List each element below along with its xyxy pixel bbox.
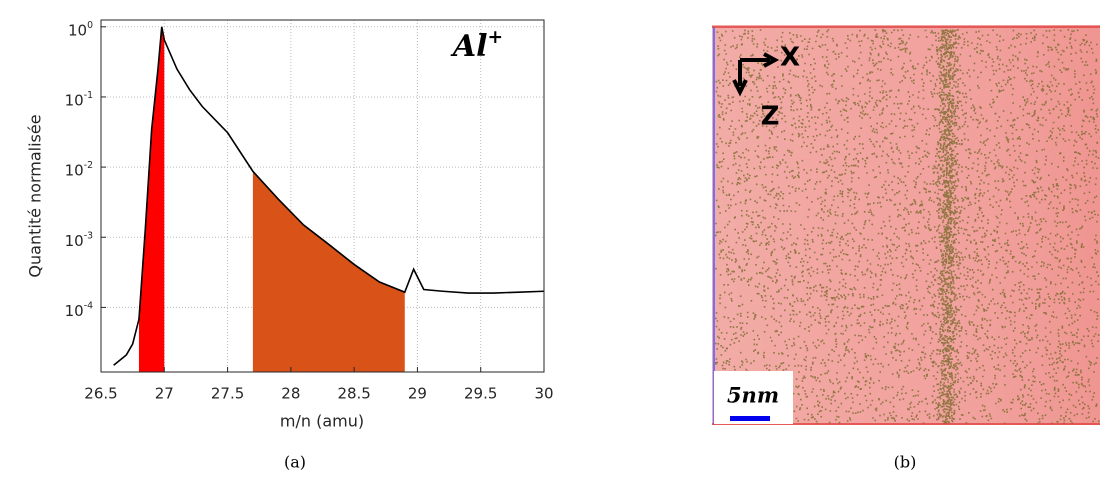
micrograph-texture: [715, 29, 1100, 425]
superscript: +: [488, 27, 504, 48]
x-tick-label: 27: [155, 385, 174, 403]
shaded-region: [138, 26, 165, 372]
x-tick-label: 26.5: [84, 385, 117, 403]
scale-bar-label: 5nm: [727, 383, 779, 408]
x-axis-label: m/n (amu): [280, 412, 364, 431]
x-tick-label: 28: [281, 385, 300, 403]
marks: [113, 26, 545, 372]
scale-bar: [730, 416, 770, 421]
y-tick-label: 10-3: [65, 230, 93, 250]
axis-x-label: X: [780, 43, 800, 73]
shaded-region: [252, 171, 405, 372]
y-axis-label: Quantité normalisée: [26, 114, 45, 277]
caption: (a): [284, 453, 306, 472]
ticks: 26.5 27 27.5 28 28.5 29 29.5 30 10-4 10-3 10-2 10-1…: [65, 20, 554, 403]
x-tick-label: 29.5: [464, 385, 497, 403]
superscript: -4: [84, 300, 93, 311]
annotation: Al+: [450, 27, 503, 65]
axis-arrows: [732, 52, 780, 97]
grid: [100, 20, 545, 372]
y-tick-label: 10-4: [65, 300, 93, 320]
superscript: 0: [87, 20, 93, 31]
y-tick-label: 10-2: [65, 160, 93, 180]
x-tick-label: 30: [534, 385, 553, 403]
superscript: -2: [84, 160, 93, 171]
axes-frame: [100, 19, 545, 373]
caption: (b): [894, 453, 917, 472]
y-tick-label: 100: [68, 20, 93, 40]
line: [113, 26, 545, 366]
x-tick-label: 28.5: [337, 385, 370, 403]
scale-box: [714, 371, 793, 424]
superscript: -3: [84, 230, 93, 241]
superscript: -1: [84, 90, 93, 101]
x-tick-label: 29: [408, 385, 427, 403]
axis-z-label: Z: [761, 102, 780, 132]
x-tick-label: 27.5: [211, 385, 244, 403]
y-tick-label: 10-1: [65, 90, 93, 110]
